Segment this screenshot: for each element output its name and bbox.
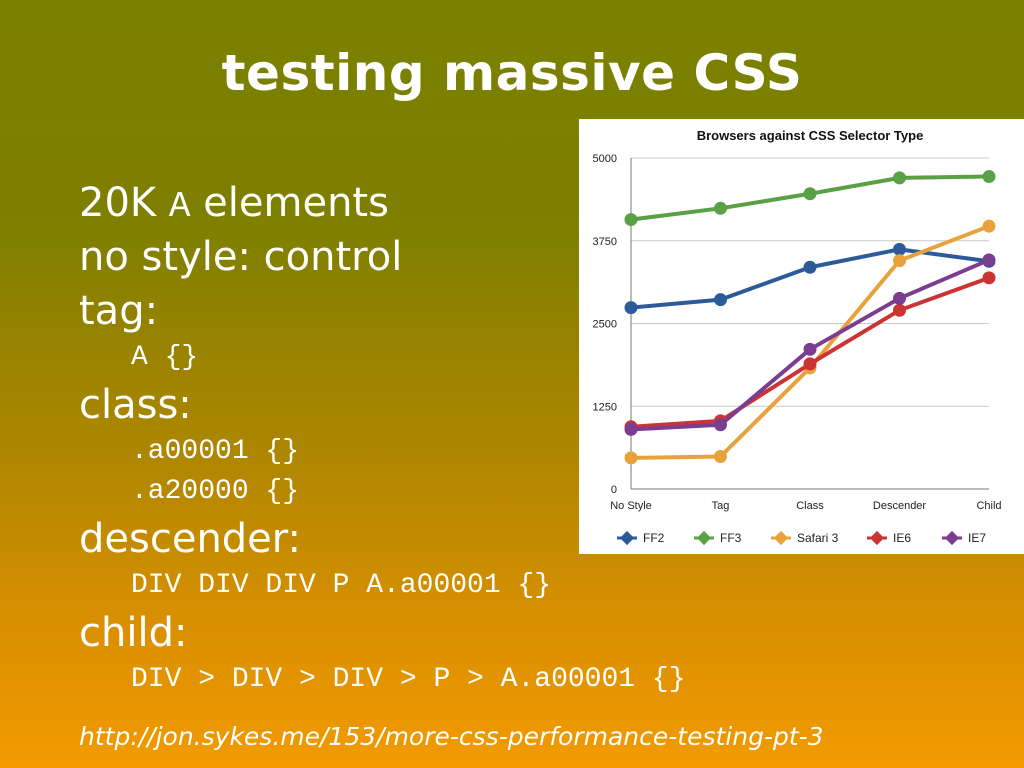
text-line: child:: [79, 606, 686, 660]
y-tick-label: 1250: [593, 401, 617, 413]
data-point: [893, 303, 906, 317]
data-point: [982, 271, 996, 285]
code-line: A {}: [79, 338, 686, 378]
chart-title: Browsers against CSS Selector Type: [697, 128, 924, 143]
code-span: DIV > DIV > DIV > P > A.a00001 {}: [131, 664, 686, 695]
text-line: tag:: [79, 284, 686, 338]
data-point: [714, 450, 727, 464]
text-span: class:: [79, 382, 192, 428]
data-point: [714, 201, 727, 215]
data-point: [803, 342, 817, 356]
code-line: DIV > DIV > DIV > P > A.a00001 {}: [79, 660, 686, 700]
x-tick-label: Descender: [873, 500, 927, 512]
x-tick-label: Class: [796, 500, 824, 512]
legend-label: Safari 3: [797, 531, 839, 545]
legend-label: FF2: [643, 531, 665, 545]
data-point: [982, 219, 996, 233]
legend-marker: [773, 530, 789, 546]
text-line: class:: [79, 378, 686, 432]
data-point: [714, 418, 727, 432]
data-point: [624, 422, 638, 436]
data-point: [714, 293, 727, 307]
y-tick-label: 5000: [593, 153, 617, 165]
code-span: DIV DIV DIV P A.a00001 {}: [131, 570, 552, 601]
source-url[interactable]: http://jon.sykes.me/153/more-css-perform…: [79, 722, 824, 751]
text-line: descender:: [79, 512, 686, 566]
legend-marker: [869, 530, 885, 546]
data-point: [893, 171, 906, 185]
chart-panel: Browsers against CSS Selector Type 0 1250 2…: [579, 119, 1024, 554]
data-point: [624, 301, 638, 315]
legend-marker: [696, 530, 712, 546]
x-tick-label: No Style: [610, 500, 652, 512]
legend-label: IE6: [893, 531, 911, 545]
legend-marker: [944, 530, 960, 546]
legend-marker: [619, 530, 635, 546]
text-line: no style: control: [79, 230, 686, 284]
code-span: .a20000 {}: [131, 476, 300, 507]
data-point: [982, 170, 996, 184]
data-point: [803, 357, 817, 371]
y-tick-label: 2500: [593, 319, 617, 331]
x-tick-label: Child: [976, 500, 1001, 512]
code-line: .a00001 {}: [79, 432, 686, 472]
data-point: [893, 242, 906, 256]
text-span: child:: [79, 610, 188, 656]
data-point: [803, 187, 817, 201]
y-tick-label: 0: [611, 484, 617, 496]
text-span: tag:: [79, 288, 159, 334]
text-span: elements: [190, 180, 389, 226]
y-tick-label: 3750: [593, 236, 617, 248]
slide-body: 20K A elements no style: control tag: A {} c…: [79, 176, 686, 700]
code-span: A: [168, 186, 191, 227]
text-span: 20K: [79, 180, 169, 226]
data-point: [893, 254, 906, 268]
data-point: [893, 291, 906, 305]
data-point: [624, 213, 638, 227]
legend-label: FF3: [720, 531, 742, 545]
code-line: .a20000 {}: [79, 472, 686, 512]
x-tick-label: Tag: [712, 500, 730, 512]
legend-label: IE7: [968, 531, 986, 545]
text-line: 20K A elements: [79, 176, 686, 230]
data-point: [624, 451, 638, 465]
code-span: A {}: [131, 342, 199, 373]
line-chart: Browsers against CSS Selector Type 0 1250 2…: [593, 128, 1002, 546]
text-span: descender:: [79, 516, 302, 562]
data-point: [803, 260, 817, 274]
slide-title: testing massive CSS: [221, 44, 803, 102]
data-point: [982, 253, 996, 267]
code-span: .a00001 {}: [131, 436, 300, 467]
text-span: no style: control: [79, 234, 403, 280]
code-line: DIV DIV DIV P A.a00001 {}: [79, 566, 686, 606]
